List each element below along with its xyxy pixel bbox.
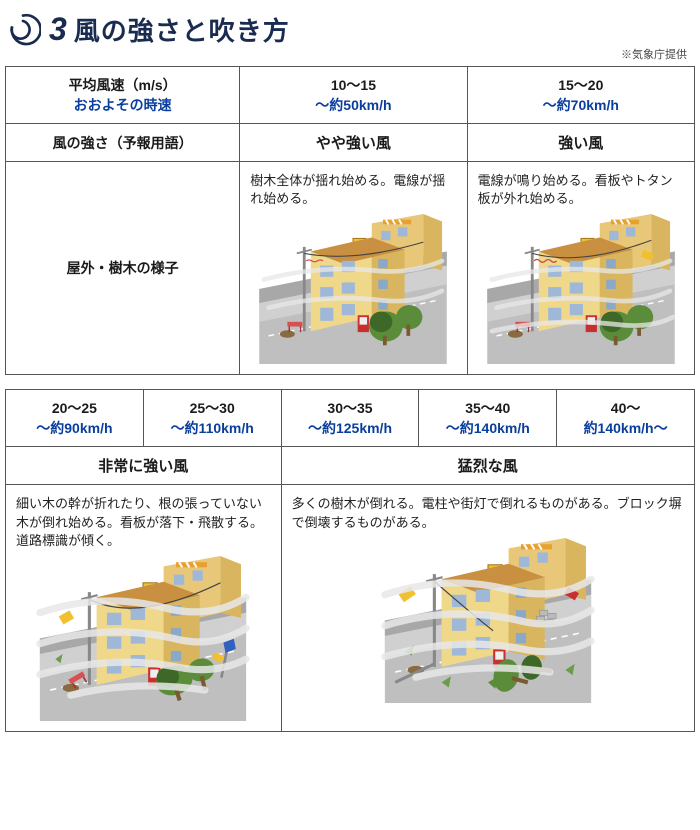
desc-cell-2: 電線が鳴り始める。看板やトタン板が外れ始める。 <box>467 162 694 375</box>
speed-kmh: 〜約70km/h <box>474 95 688 115</box>
speed-cell-1: 10〜15 〜約50km/h <box>240 67 467 124</box>
table-row: 非常に強い風 猛烈な風 <box>6 447 695 485</box>
speed-label-line2: おおよその時速 <box>12 95 233 115</box>
speed-cell: 20〜25 〜約90km/h <box>6 390 144 447</box>
speed-cell: 25〜30 〜約110km/h <box>143 390 281 447</box>
desc-text: 多くの樹木が倒れる。電柱や街灯で倒れるものがある。ブロック塀で倒壊するものがある… <box>292 495 684 531</box>
desc-text: 樹木全体が揺れ始める。電線が揺れ始める。 <box>250 172 456 208</box>
speed-ms: 15〜20 <box>474 75 688 95</box>
outdoor-label-cell: 屋外・樹木の様子 <box>6 162 240 375</box>
strength-label-cell: 風の強さ（予報用語） <box>6 124 240 162</box>
swirl-icon <box>5 12 41 48</box>
speed-label-cell: 平均風速（m/s） おおよその時速 <box>6 67 240 124</box>
speed-label-line1: 平均風速（m/s） <box>12 75 233 95</box>
desc-cell-1: 樹木全体が揺れ始める。電線が揺れ始める。 <box>240 162 467 375</box>
speed-ms: 25〜30 <box>150 398 275 418</box>
illustration-4 <box>292 538 684 703</box>
speed-kmh: 〜約110km/h <box>150 418 275 438</box>
strength-cell-1: やや強い風 <box>240 124 467 162</box>
speed-kmh: 〜約90km/h <box>12 418 137 438</box>
illustration-2 <box>478 214 684 364</box>
desc-cell-4: 多くの樹木が倒れる。電柱や街灯で倒れるものがある。ブロック塀で倒壊するものがある… <box>281 485 694 732</box>
credit-text: ※気象庁提供 <box>5 46 695 62</box>
speed-kmh: 〜約140km/h <box>425 418 550 438</box>
table-row: 屋外・樹木の様子 樹木全体が揺れ始める。電線が揺れ始める。 電線が鳴り始める。看… <box>6 162 695 375</box>
speed-cell: 35〜40 〜約140km/h <box>419 390 557 447</box>
speed-kmh: 〜約50km/h <box>246 95 460 115</box>
section-header: 3 風の強さと吹き方 <box>5 5 695 52</box>
illustration-3 <box>16 556 271 721</box>
speed-cell: 40〜 約140km/h〜 <box>557 390 695 447</box>
table-row: 20〜25 〜約90km/h 25〜30 〜約110km/h 30〜35 〜約1… <box>6 390 695 447</box>
strength-cell: 猛烈な風 <box>281 447 694 485</box>
strength-cell-2: 強い風 <box>467 124 694 162</box>
wind-table-1: 平均風速（m/s） おおよその時速 10〜15 〜約50km/h 15〜20 〜… <box>5 66 695 375</box>
illustration-1 <box>250 214 456 364</box>
speed-ms: 30〜35 <box>288 398 413 418</box>
desc-cell-3: 細い木の幹が折れたり、根の張っていない木が倒れ始める。看板が落下・飛散する。道路… <box>6 485 282 732</box>
wind-table-2: 20〜25 〜約90km/h 25〜30 〜約110km/h 30〜35 〜約1… <box>5 389 695 732</box>
strength-cell: 非常に強い風 <box>6 447 282 485</box>
desc-text: 電線が鳴り始める。看板やトタン板が外れ始める。 <box>478 172 684 208</box>
speed-cell-2: 15〜20 〜約70km/h <box>467 67 694 124</box>
table-row: 細い木の幹が折れたり、根の張っていない木が倒れ始める。看板が落下・飛散する。道路… <box>6 485 695 732</box>
speed-ms: 40〜 <box>563 398 688 418</box>
desc-text: 細い木の幹が折れたり、根の張っていない木が倒れ始める。看板が落下・飛散する。道路… <box>16 495 271 550</box>
speed-ms: 35〜40 <box>425 398 550 418</box>
table-row: 平均風速（m/s） おおよその時速 10〜15 〜約50km/h 15〜20 〜… <box>6 67 695 124</box>
speed-ms: 20〜25 <box>12 398 137 418</box>
section-number: 3 <box>49 11 66 48</box>
table-row: 風の強さ（予報用語） やや強い風 強い風 <box>6 124 695 162</box>
speed-ms: 10〜15 <box>246 75 460 95</box>
speed-cell: 30〜35 〜約125km/h <box>281 390 419 447</box>
section-title: 風の強さと吹き方 <box>74 11 290 48</box>
speed-kmh: 約140km/h〜 <box>563 418 688 438</box>
speed-kmh: 〜約125km/h <box>288 418 413 438</box>
